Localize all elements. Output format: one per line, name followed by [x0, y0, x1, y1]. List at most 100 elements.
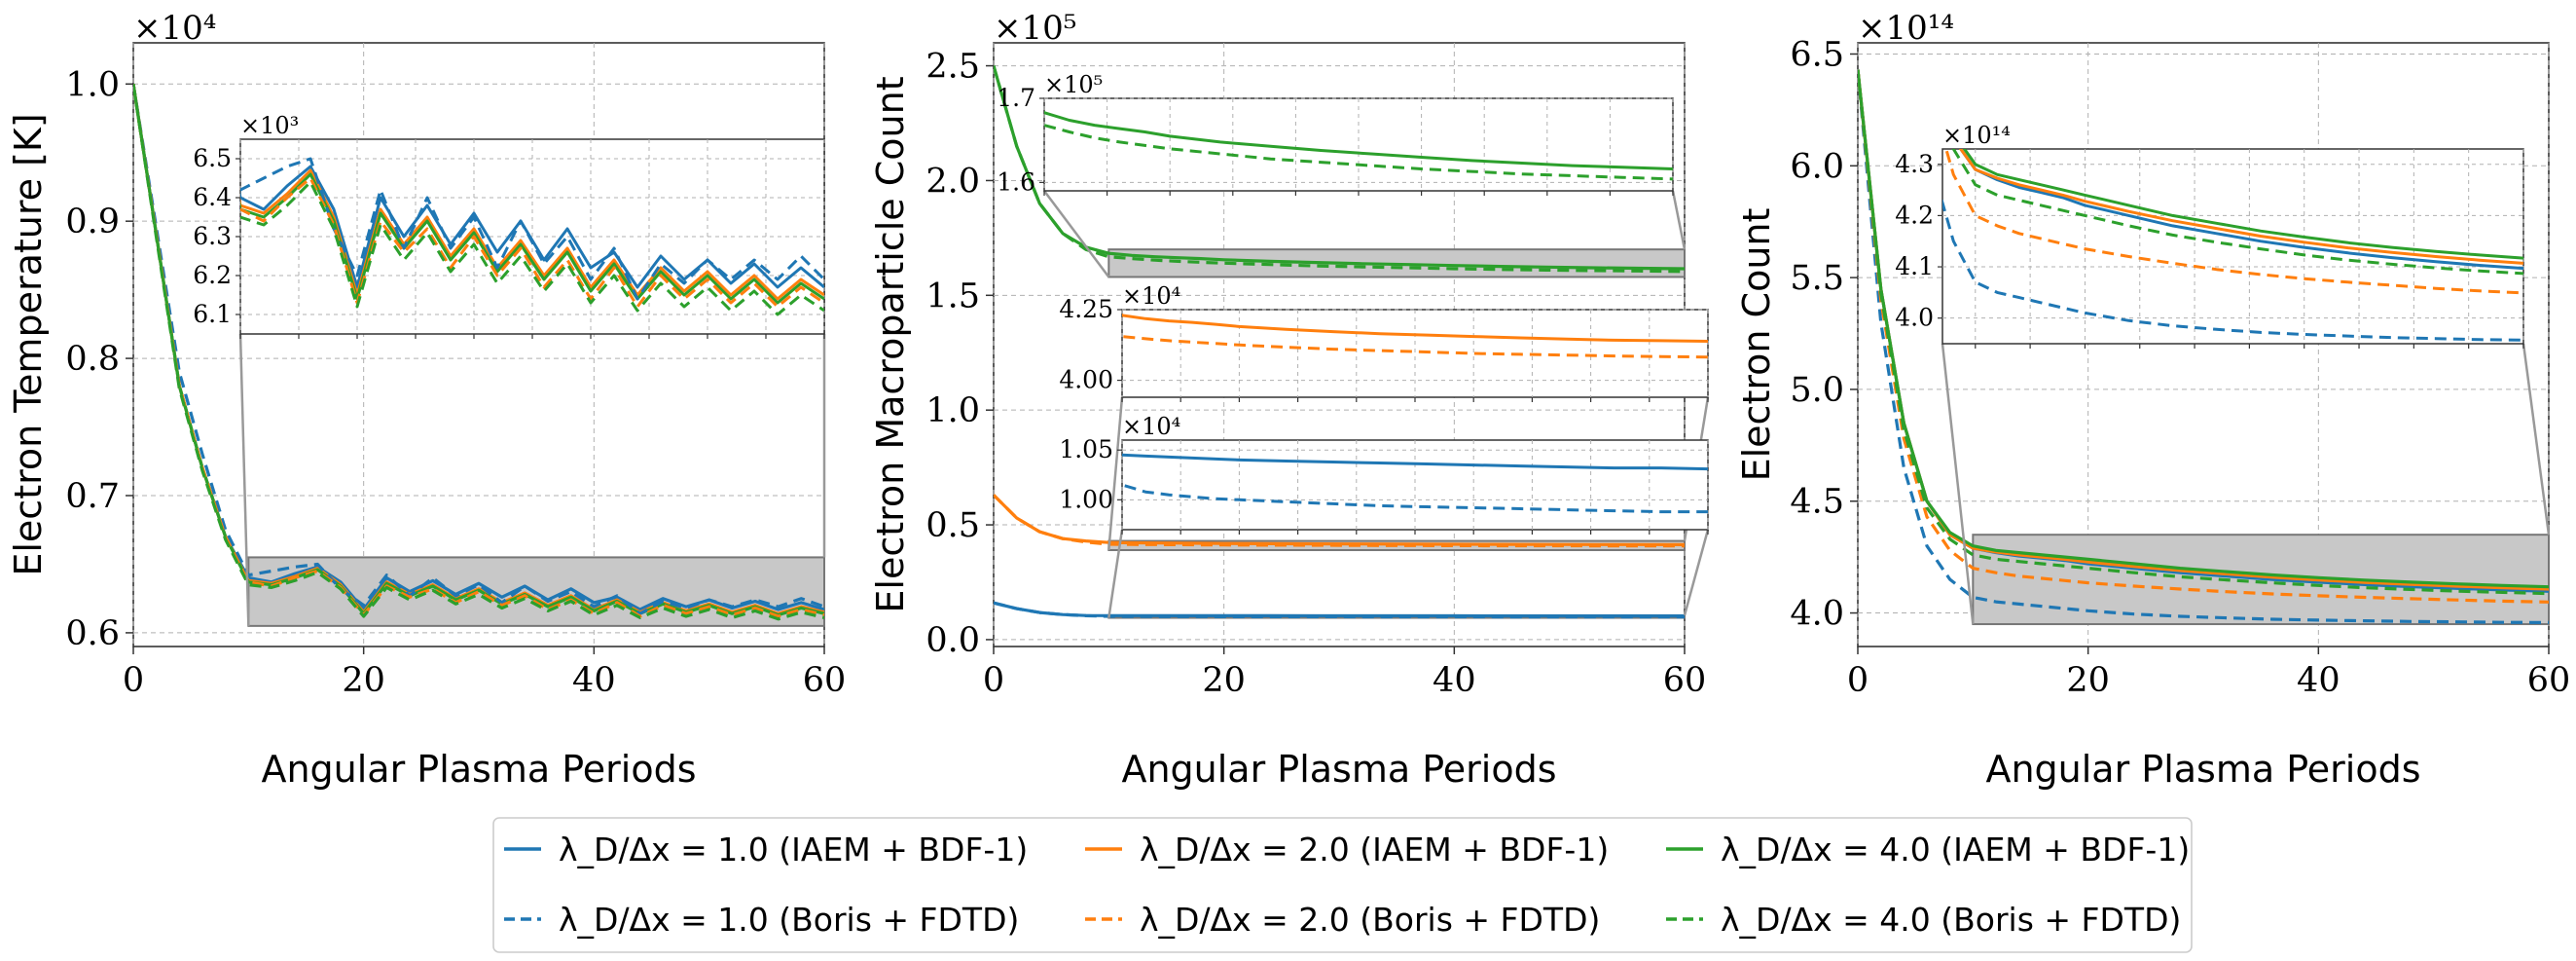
legend-entry: λ_D/Δx = 4.0 (Boris + FDTD): [1666, 901, 2181, 939]
connector-line: [1042, 190, 1110, 278]
connector-line: [1671, 190, 1687, 250]
connector-line: [1107, 396, 1124, 551]
legend-entry: λ_D/Δx = 2.0 (IAEM + BDF-1): [1085, 831, 1609, 869]
inset-y-tick-label: 4.2: [1895, 201, 1934, 229]
inset-y-tick-label: 4.25: [1059, 295, 1113, 323]
legend-entry: λ_D/Δx = 4.0 (IAEM + BDF-1): [1666, 831, 2190, 869]
inset-multiplier: ×10⁴: [1122, 282, 1180, 310]
series-line: [1962, 149, 2523, 260]
inset-multiplier: ×10¹⁴: [1942, 122, 2011, 149]
electron-count-x-axis-label: Angular Plasma Periods: [1985, 748, 2420, 791]
temperature-panel: 0 20 40 60 0.6 0.7 0.8 0.9 1.0 ×10⁴ Electron Tem…: [7, 9, 846, 791]
macroparticle-inset-green: 1.6 1.7 ×10⁵: [997, 71, 1687, 278]
series-line: [1122, 453, 1708, 471]
inset-y-tick-label: 6.5: [193, 144, 232, 172]
series-line: [1044, 123, 1673, 181]
inset-y-tick-label: 6.3: [193, 222, 232, 250]
x-tick-label: 0: [123, 661, 144, 700]
macroparticle-multiplier: ×10⁵: [994, 9, 1076, 48]
legend: λ_D/Δx = 1.0 (IAEM + BDF-1) λ_D/Δx = 2.0…: [492, 817, 2193, 953]
legend-label: λ_D/Δx = 1.0 (IAEM + BDF-1): [559, 831, 1028, 869]
x-tick-label: 20: [342, 661, 385, 700]
inset-y-tick-label: 4.1: [1895, 252, 1934, 280]
x-tick-label: 20: [1202, 661, 1246, 700]
inset-y-tick-label: 6.1: [193, 300, 232, 328]
electron-count-multiplier: ×10¹⁴: [1858, 9, 1954, 48]
series-line: [240, 157, 824, 301]
inset-y-tick-label: 4.00: [1059, 366, 1113, 394]
series-line: [1944, 149, 2523, 295]
y-tick-label: 2.0: [925, 162, 980, 201]
inset-frame: [1941, 148, 2524, 345]
connector-line: [238, 333, 250, 626]
legend-frame: [492, 817, 2193, 953]
series-line: [1858, 69, 2549, 604]
x-tick-label: 60: [2527, 661, 2571, 700]
series-line: [133, 84, 824, 621]
x-tick-label: 40: [572, 661, 616, 700]
series-line: [1858, 69, 2549, 625]
electron-count-inset: 4.0 4.1 4.2 4.3 ×10¹⁴: [1895, 122, 2551, 625]
legend-label: λ_D/Δx = 4.0 (Boris + FDTD): [1721, 901, 2181, 939]
legend-entry: λ_D/Δx = 1.0 (Boris + FDTD): [504, 901, 1019, 939]
inset-multiplier: ×10⁵: [1044, 71, 1103, 98]
x-tick-label: 40: [2297, 661, 2340, 700]
series-line: [1858, 69, 2549, 596]
temperature-inset: 6.1 6.2 6.3 6.4 6.5 ×10³: [193, 112, 826, 626]
macroparticle-panel: 0 20 40 60 0.0 0.5 1.0 1.5 2.0 2.5 ×10⁵ Electron …: [869, 9, 1710, 791]
series-line: [240, 180, 824, 316]
series-line: [133, 84, 824, 618]
y-tick-label: 2.5: [925, 48, 980, 87]
y-tick-label: 0.0: [925, 621, 980, 660]
x-tick-label: 60: [1663, 661, 1707, 700]
inset-y-tick-label: 6.4: [193, 183, 232, 211]
x-tick-label: 0: [983, 661, 1004, 700]
x-tick-label: 40: [1433, 661, 1476, 700]
series-line: [240, 176, 824, 309]
x-tick-label: 0: [1847, 661, 1869, 700]
y-tick-label: 6.0: [1790, 147, 1844, 186]
inset-y-tick-label: 6.2: [193, 261, 232, 289]
legend-entry: λ_D/Δx = 2.0 (Boris + FDTD): [1085, 901, 1600, 939]
inset-y-tick-label: 4.0: [1895, 304, 1934, 332]
y-tick-label: 4.0: [1790, 595, 1844, 634]
inset-frame: [1121, 439, 1709, 531]
series-line: [994, 65, 1685, 274]
y-tick-label: 5.0: [1790, 371, 1844, 410]
macroparticle-tick-group: 0 20 40 60 0.0 0.5 1.0 1.5 2.0 2.5: [925, 48, 1706, 700]
y-tick-label: 0.5: [925, 506, 980, 545]
series-line: [1044, 110, 1673, 170]
y-tick-label: 0.9: [65, 203, 120, 241]
y-tick-label: 1.0: [65, 65, 120, 104]
temperature-multiplier: ×10⁴: [133, 9, 216, 48]
electron-count-panel: 0 20 40 60 4.0 4.5 5.0 5.5 6.0 6.5 ×10¹⁴ Electron…: [1735, 9, 2570, 791]
connector-line: [1107, 529, 1124, 618]
inset-multiplier: ×10⁴: [1122, 413, 1180, 440]
series-line: [1122, 334, 1708, 359]
inset-y-tick-label: 1.6: [997, 167, 1035, 196]
y-tick-label: 0.8: [65, 340, 120, 379]
y-tick-label: 6.5: [1790, 35, 1844, 74]
macroparticle-inset-orange: 4.00 4.25 ×10⁴: [1059, 282, 1710, 551]
y-tick-label: 0.6: [65, 614, 120, 653]
series-line: [1942, 197, 2523, 342]
legend-label: λ_D/Δx = 2.0 (IAEM + BDF-1): [1140, 831, 1609, 869]
y-tick-label: 0.7: [65, 477, 120, 516]
electron-count-tick-group: 0 20 40 60 4.0 4.5 5.0 5.5 6.0 6.5: [1790, 35, 2570, 700]
connector-line: [1941, 343, 1975, 625]
connector-line: [2522, 343, 2551, 536]
macroparticle-y-axis-label: Electron Macroparticle Count: [869, 76, 912, 612]
series-line: [240, 172, 824, 305]
x-tick-label: 20: [2066, 661, 2110, 700]
series-line: [994, 494, 1685, 548]
inset-y-tick-label: 1.05: [1059, 435, 1113, 463]
series-line: [133, 84, 824, 615]
series-line: [994, 601, 1685, 619]
electron-count-y-axis-label: Electron Count: [1735, 208, 1778, 482]
legend-entry: λ_D/Δx = 1.0 (IAEM + BDF-1): [504, 831, 1028, 869]
inset-y-tick-label: 1.7: [997, 84, 1035, 112]
temperature-x-axis-label: Angular Plasma Periods: [261, 748, 696, 791]
macroparticle-series-group: [994, 65, 1685, 619]
series-line: [994, 601, 1685, 618]
